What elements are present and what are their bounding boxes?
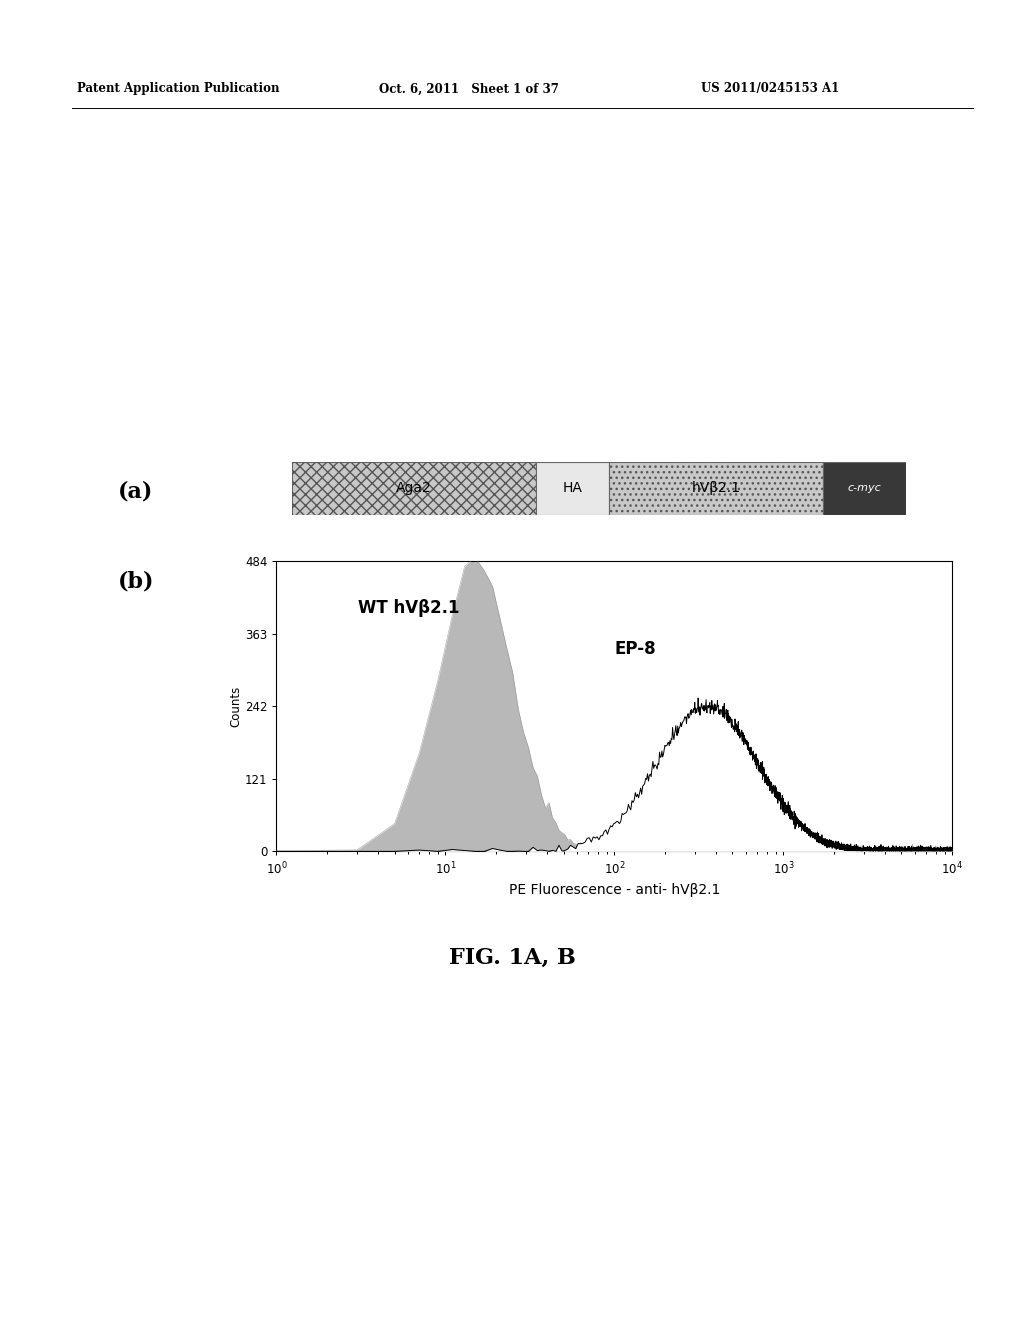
Bar <box>536 462 609 515</box>
Bar <box>609 462 823 515</box>
Text: (b): (b) <box>118 570 155 593</box>
Text: Patent Application Publication: Patent Application Publication <box>77 82 280 95</box>
Text: HA: HA <box>562 482 583 495</box>
Text: (a): (a) <box>118 480 154 503</box>
Bar <box>292 462 536 515</box>
Text: Aga2: Aga2 <box>396 482 432 495</box>
Text: c-myc: c-myc <box>848 483 882 494</box>
Bar <box>292 462 536 515</box>
Text: FIG. 1A, B: FIG. 1A, B <box>449 946 575 969</box>
Text: WT hVβ2.1: WT hVβ2.1 <box>357 599 459 618</box>
Text: Oct. 6, 2011   Sheet 1 of 37: Oct. 6, 2011 Sheet 1 of 37 <box>379 82 559 95</box>
Text: US 2011/0245153 A1: US 2011/0245153 A1 <box>701 82 840 95</box>
X-axis label: PE Fluorescence - anti- hVβ2.1: PE Fluorescence - anti- hVβ2.1 <box>509 883 720 896</box>
Y-axis label: Counts: Counts <box>229 685 242 727</box>
Bar <box>609 462 823 515</box>
Text: EP-8: EP-8 <box>614 640 656 657</box>
Text: hVβ2.1: hVβ2.1 <box>691 482 740 495</box>
Bar <box>823 462 906 515</box>
